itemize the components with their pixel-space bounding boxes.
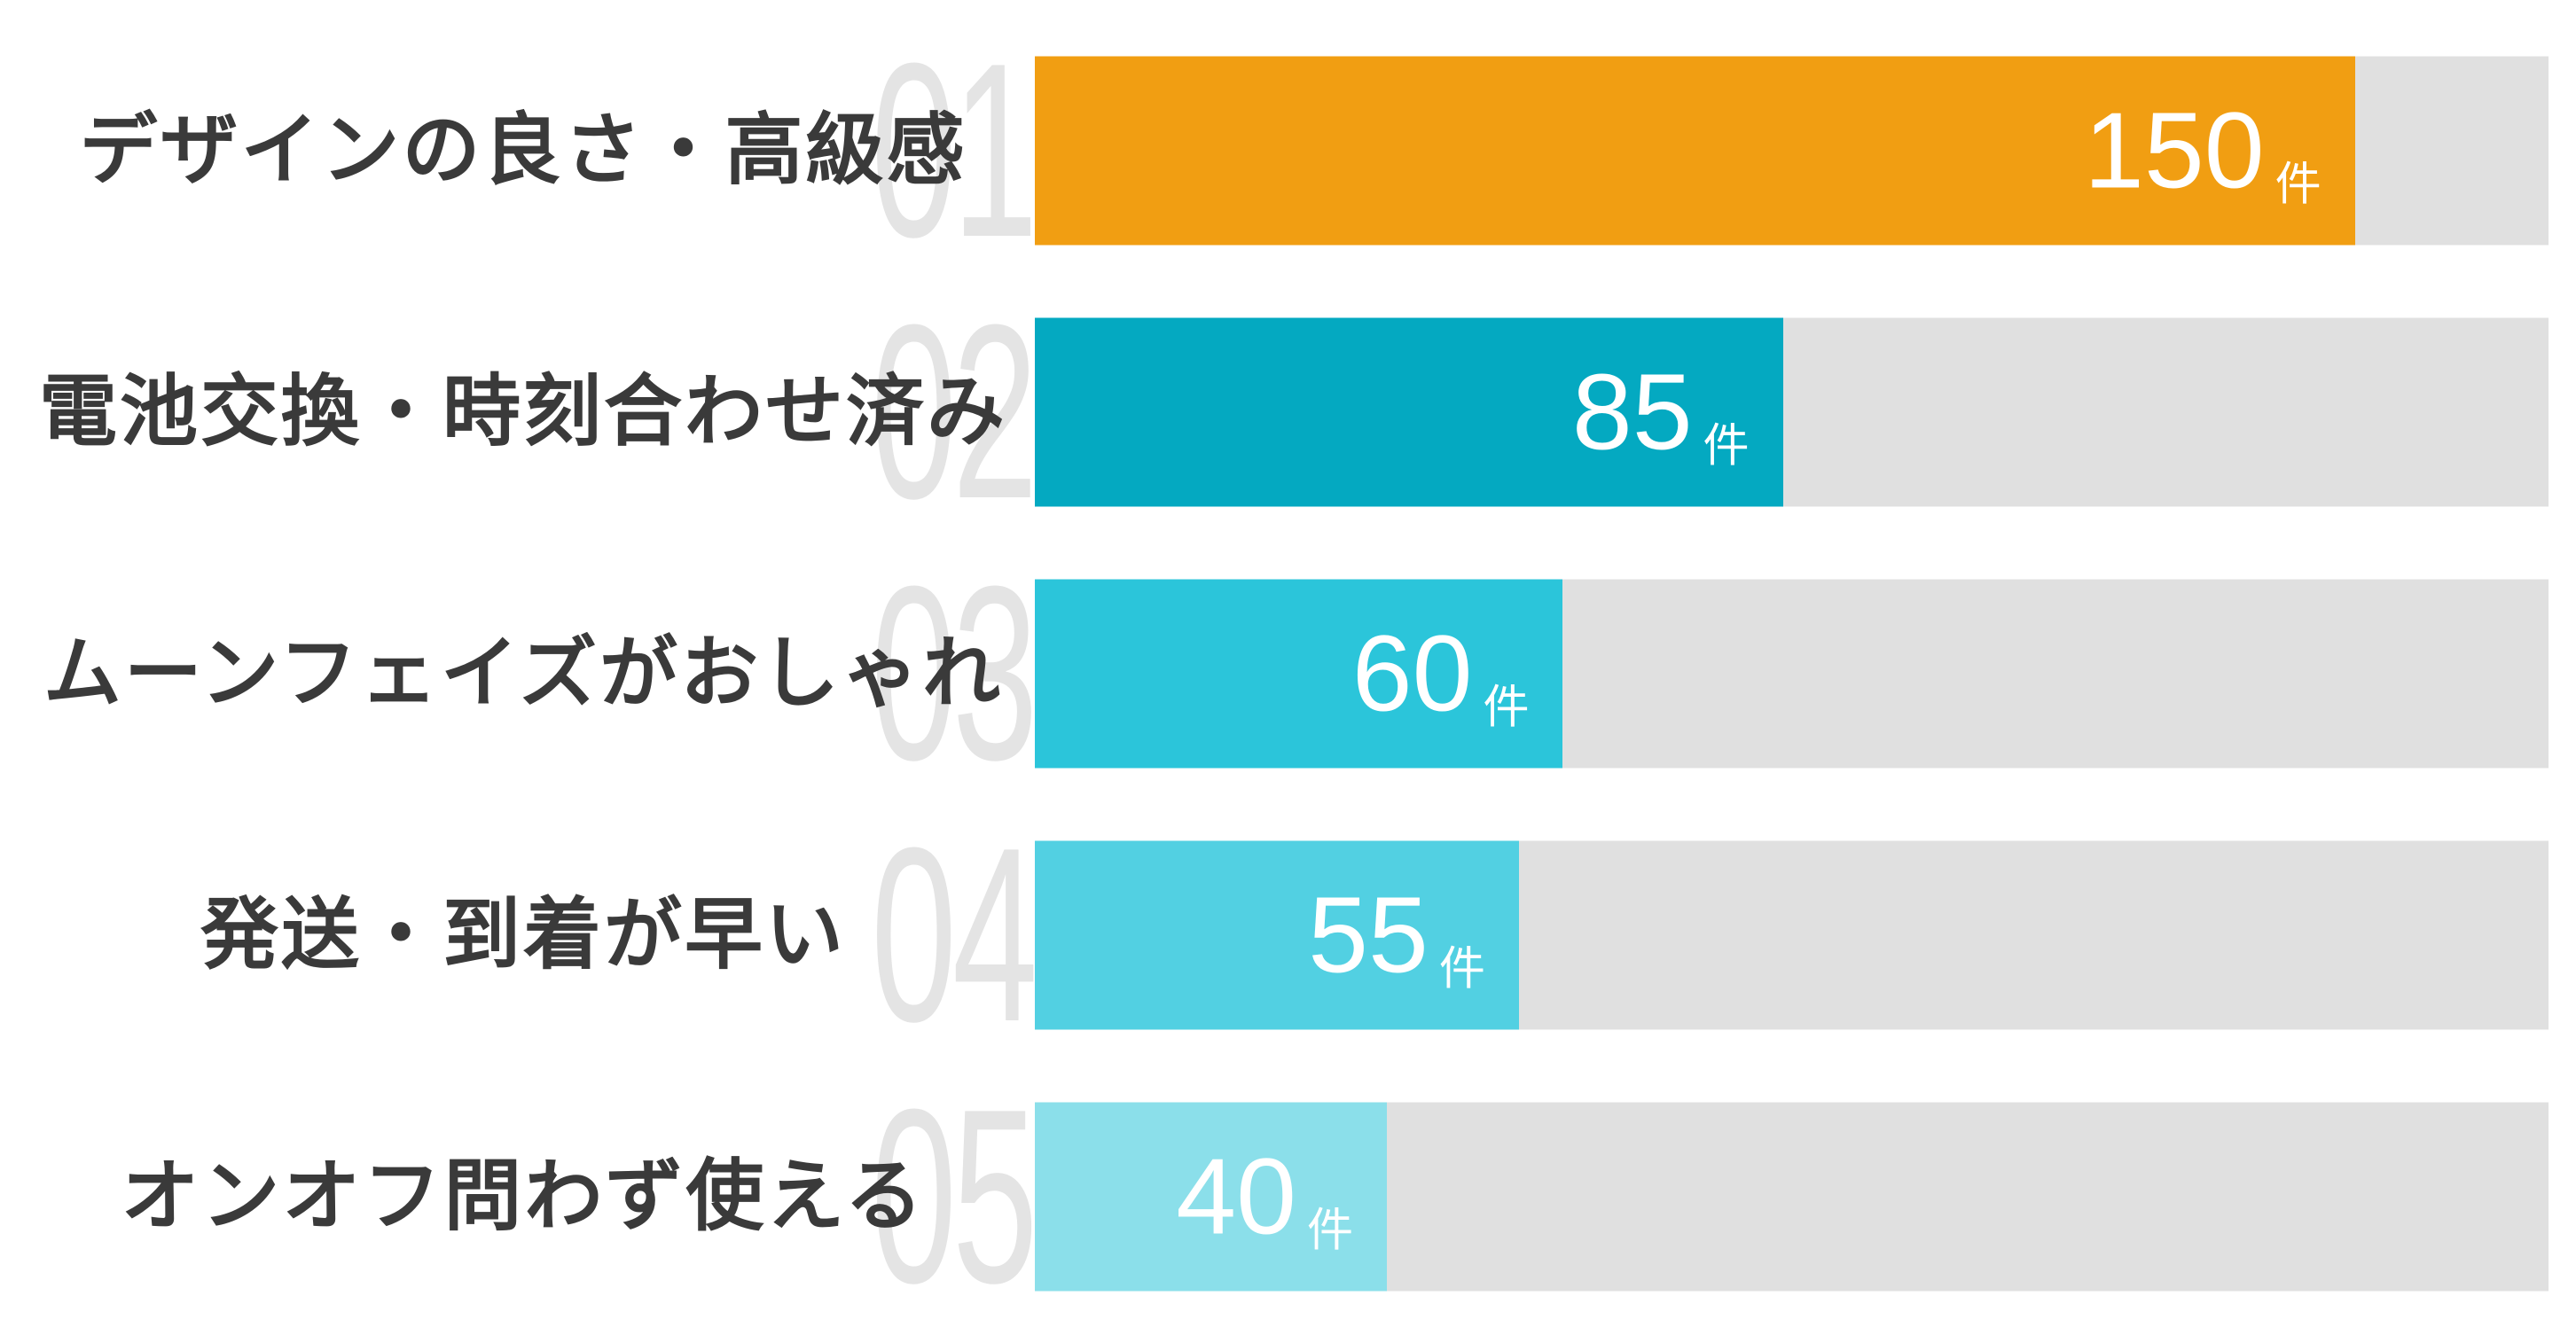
category-label: デザインの良さ・高級感	[79, 105, 967, 194]
rank-watermark-number: 05	[870, 1058, 1037, 1335]
chart-row: 03 ムーンフェイズがおしゃれ 60 件	[0, 543, 2576, 804]
bar-value: 40	[1176, 1136, 1296, 1257]
chart-row: 02 電池交換・時刻合わせ済み 85 件	[0, 281, 2576, 543]
chart-row: 05 オンオフ問わず使える 40 件	[0, 1066, 2576, 1327]
bar-track: 40 件	[1035, 1102, 2549, 1291]
bar-value-group: 85 件	[1571, 351, 1750, 472]
category-label: 発送・到着が早い	[200, 890, 846, 979]
bar-track: 60 件	[1035, 579, 2549, 768]
bar-value-unit: 件	[1438, 943, 1485, 995]
ranking-bar-chart: 01 デザインの良さ・高級感 150 件 02 電池交換・時刻合わせ済み 85 件 03 ムーンフ…	[0, 20, 2576, 1321]
category-label: オンオフ問わず使える	[121, 1152, 926, 1240]
bar-value-group: 40 件	[1176, 1136, 1353, 1257]
bar-value: 55	[1308, 874, 1429, 995]
bar-fill: 150 件	[1035, 56, 2355, 245]
rank-watermark-number: 02	[870, 273, 1037, 550]
bar-value: 85	[1571, 351, 1693, 472]
bar-track: 55 件	[1035, 840, 2549, 1029]
bar-fill: 40 件	[1035, 1102, 1387, 1291]
category-label: ムーンフェイズがおしゃれ	[43, 628, 1004, 717]
bar-value-unit: 件	[2275, 159, 2322, 211]
bar-value-group: 150 件	[2084, 90, 2322, 211]
bar-value-unit: 件	[1483, 682, 1530, 734]
bar-value: 150	[2084, 90, 2265, 211]
rank-watermark-number: 01	[870, 12, 1037, 289]
category-label: 電池交換・時刻合わせ済み	[38, 367, 1007, 456]
bar-value-group: 60 件	[1351, 613, 1530, 734]
bar-value-unit: 件	[1306, 1205, 1353, 1257]
bar-fill: 60 件	[1035, 579, 1563, 768]
bar-fill: 55 件	[1035, 840, 1519, 1029]
bar-value-unit: 件	[1703, 420, 1750, 472]
bar-fill: 85 件	[1035, 317, 1783, 506]
bar-track: 150 件	[1035, 56, 2549, 245]
bar-track: 85 件	[1035, 317, 2549, 506]
rank-watermark-number: 04	[870, 796, 1037, 1073]
bar-value-group: 55 件	[1308, 874, 1485, 995]
chart-row: 04 発送・到着が早い 55 件	[0, 804, 2576, 1066]
chart-row: 01 デザインの良さ・高級感 150 件	[0, 20, 2576, 281]
rank-watermark-number: 03	[870, 535, 1037, 812]
bar-value: 60	[1351, 613, 1473, 734]
